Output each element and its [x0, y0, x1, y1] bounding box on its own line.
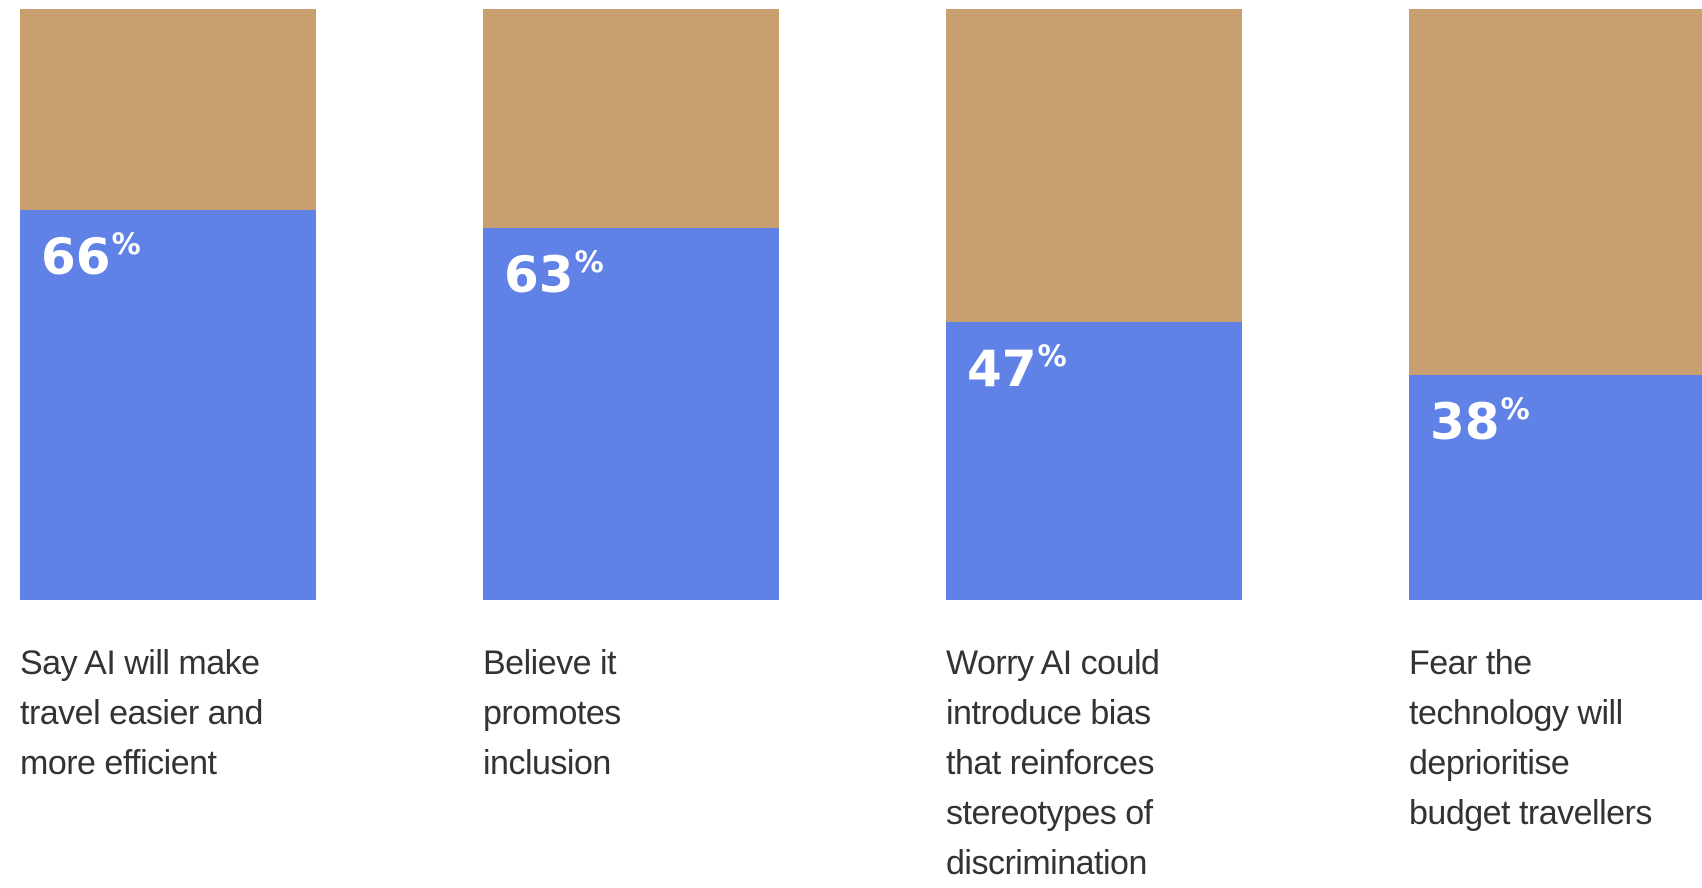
chart-column-1: 66% Say AI will make travel easier and more… [20, 0, 316, 881]
bar-value-segment [946, 322, 1242, 600]
category-label-line: technology will [1409, 694, 1623, 732]
category-label-line: stereotypes of [946, 794, 1153, 832]
bar-value-segment [1409, 375, 1702, 600]
data-label: 63% [504, 248, 604, 301]
category-label-line: travel easier and [20, 694, 263, 732]
data-label: 66% [41, 230, 141, 283]
category-label-line: more efficient [20, 744, 217, 782]
category-label-line: Say AI will make [20, 644, 260, 682]
category-label-line: discrimination [946, 844, 1147, 882]
category-label-line: Worry AI could [946, 644, 1160, 682]
data-label-unit: % [111, 227, 141, 261]
category-label-line: introduce bias [946, 694, 1151, 732]
bar-1: 66% [20, 9, 316, 600]
data-label-value: 63 [504, 246, 574, 304]
category-label: Say AI will make travel easier and more ef… [20, 638, 320, 788]
data-label-value: 47 [967, 340, 1037, 398]
data-label: 38% [1430, 395, 1530, 448]
category-label: Fear the technology will deprioritise budge… [1409, 638, 1702, 838]
bar-4: 38% [1409, 9, 1702, 600]
category-label-line: promotes [483, 694, 621, 732]
category-label-line: Fear the [1409, 644, 1532, 682]
chart-column-2: 63% Believe it promotes inclusion [483, 0, 779, 881]
category-label-line: that reinforces [946, 744, 1154, 782]
data-label-unit: % [1500, 392, 1530, 426]
category-label-line: inclusion [483, 744, 611, 782]
chart-column-3: 47% Worry AI could introduce bias that rein… [946, 0, 1242, 882]
category-label-line: Believe it [483, 644, 616, 682]
data-label-unit: % [1037, 339, 1067, 373]
bar-2: 63% [483, 9, 779, 600]
bar-value-segment [20, 210, 316, 600]
chart-column-4: 38% Fear the technology will deprioritise bu… [1409, 0, 1702, 881]
data-label: 47% [967, 342, 1067, 395]
data-label-unit: % [574, 245, 604, 279]
category-label-line: budget travellers [1409, 794, 1652, 832]
data-label-value: 66 [41, 228, 111, 286]
bar-value-segment [483, 228, 779, 600]
category-label: Worry AI could introduce bias that reinfor… [946, 638, 1246, 888]
data-label-value: 38 [1430, 393, 1500, 451]
category-label: Believe it promotes inclusion [483, 638, 783, 788]
bar-3: 47% [946, 9, 1242, 600]
category-label-line: deprioritise [1409, 744, 1570, 782]
